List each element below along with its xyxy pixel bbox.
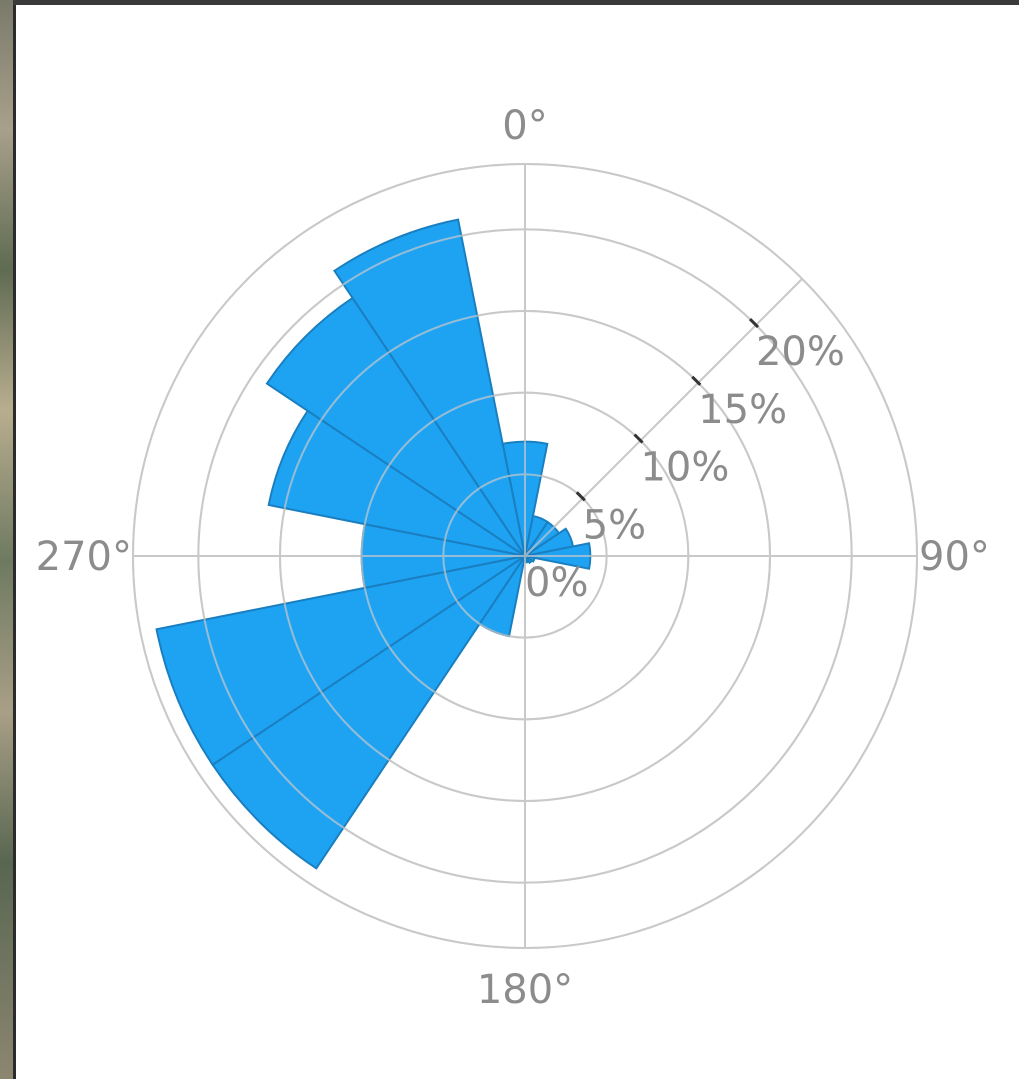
radial-tick-mark xyxy=(633,433,644,444)
background-map-strip xyxy=(0,0,13,1079)
panel-left-border xyxy=(13,0,16,1079)
grid-overlay xyxy=(132,163,918,949)
radial-tick-label: 20% xyxy=(756,329,845,375)
radial-tick-mark xyxy=(748,317,760,329)
angle-label-90: 90° xyxy=(919,534,990,580)
rose-sector xyxy=(155,555,526,767)
rose-sector xyxy=(211,555,526,870)
rose-sector xyxy=(333,218,526,557)
wind-rose-chart: 0° 90° 180° 270° 0% 5% 10% 15% 20% xyxy=(36,103,990,1013)
radial-tick-mark xyxy=(575,491,586,502)
radial-tick-label: 0% xyxy=(525,560,588,606)
radial-tick-label: 5% xyxy=(583,502,646,548)
radial-tick-label: 15% xyxy=(698,387,787,433)
label-layer: 0° 90° 180° 270° 0% 5% 10% 15% 20% xyxy=(36,103,990,1013)
rose-sector xyxy=(265,296,526,557)
radial-tick-mark xyxy=(691,375,702,386)
chart-panel: 0° 90° 180° 270° 0% 5% 10% 15% 20% xyxy=(16,5,1019,1079)
panel-top-border xyxy=(13,0,1019,5)
angle-label-180: 180° xyxy=(477,967,573,1013)
angle-label-0: 0° xyxy=(502,103,547,149)
radial-tick-label: 10% xyxy=(640,445,729,491)
angle-label-270: 270° xyxy=(36,534,132,580)
